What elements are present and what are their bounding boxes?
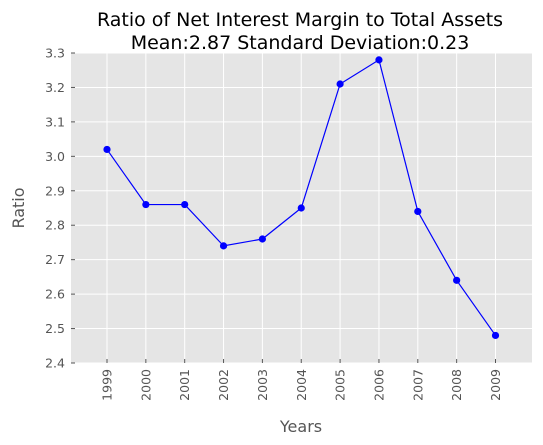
- data-point: [103, 145, 111, 154]
- data-point: [414, 207, 422, 216]
- x-tick-label: 1999: [100, 369, 115, 401]
- y-tick-label: 2.5: [45, 321, 65, 336]
- data-point: [258, 235, 266, 243]
- x-axis-ticks: 1999 2000 2001 2002 2003 2004 2005 2006 2007 2008…: [100, 369, 504, 401]
- chart-title: Ratio of Net Interest Margin to Total As…: [97, 9, 503, 31]
- x-tick-label: 2005: [333, 369, 348, 401]
- data-point: [297, 204, 305, 212]
- y-tick-label: 2.4: [45, 356, 65, 371]
- x-axis-label: Years: [279, 417, 322, 436]
- x-tick-label: 2008: [449, 369, 464, 401]
- data-point: [336, 80, 344, 88]
- x-tick-label: 2003: [255, 369, 270, 401]
- data-point: [181, 200, 189, 209]
- data-point: [453, 276, 461, 284]
- y-tick-label: 3.3: [45, 46, 65, 61]
- y-tick-label: 2.9: [45, 183, 65, 198]
- data-point: [375, 56, 383, 64]
- data-point: [491, 331, 500, 340]
- y-tick-label: 2.7: [45, 252, 65, 267]
- data-point: [219, 242, 228, 250]
- data-point: [142, 200, 150, 209]
- x-tick-label: 2006: [371, 369, 386, 401]
- y-tick-label: 3.2: [45, 80, 65, 95]
- x-tick-label: 2007: [410, 369, 425, 401]
- y-tick-label: 3.1: [45, 114, 65, 129]
- y-axis-label: Ratio: [9, 187, 28, 228]
- x-tick-label: 2009: [488, 369, 503, 401]
- y-axis-ticks: 2.4 2.5 2.6 2.7 2.8 2.9 3.0 3.1 3.2 3.3: [45, 46, 65, 371]
- series: [103, 56, 500, 340]
- y-tick-label: 3.0: [45, 149, 65, 164]
- y-tick-label: 2.8: [45, 218, 65, 233]
- x-tick-label: 2000: [138, 369, 153, 401]
- chart-subtitle: Mean:2.87 Standard Deviation:0.23: [131, 32, 470, 54]
- x-tick-label: 2001: [177, 369, 192, 401]
- grid-lines: [71, 52, 532, 364]
- x-tick-label: 2002: [216, 369, 231, 401]
- y-tick-label: 2.6: [45, 287, 65, 302]
- x-tick-label: 2004: [294, 369, 309, 401]
